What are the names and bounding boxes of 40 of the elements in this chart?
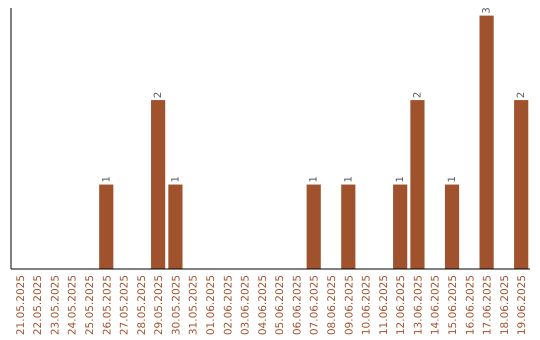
x-tick-label: 09.06.2025 bbox=[343, 275, 356, 336]
data-label: 1 bbox=[170, 176, 182, 183]
data-label: 3 bbox=[482, 7, 493, 14]
x-tick-label: 24.05.2025 bbox=[66, 275, 79, 336]
x-tick-label: 30.05.2025 bbox=[170, 275, 182, 336]
x-tick-label: 05.06.2025 bbox=[274, 275, 286, 336]
x-tick-label: 10.06.2025 bbox=[360, 275, 373, 336]
x-tick-label: 06.06.2025 bbox=[291, 275, 304, 336]
x-tick-label: 28.05.2025 bbox=[136, 275, 148, 336]
x-tick-label: 25.05.2025 bbox=[84, 275, 96, 336]
x-tick-label: 22.05.2025 bbox=[32, 275, 44, 336]
x-tick-label: 27.05.2025 bbox=[118, 275, 131, 336]
x-tick-label: 04.06.2025 bbox=[256, 275, 269, 336]
x-tick-label: 13.06.2025 bbox=[412, 275, 424, 336]
x-tick-label: 08.06.2025 bbox=[326, 275, 338, 336]
x-tick-label: 29.05.2025 bbox=[153, 275, 166, 336]
data-label: 2 bbox=[153, 92, 164, 98]
data-label: 1 bbox=[308, 176, 320, 183]
data-label: 2 bbox=[516, 92, 528, 98]
x-tick-label: 12.06.2025 bbox=[395, 275, 408, 336]
x-tick-label: 31.05.2025 bbox=[188, 275, 200, 336]
x-tick-label: 23.05.2025 bbox=[49, 275, 62, 336]
data-label: 2 bbox=[412, 92, 424, 98]
x-tick-label: 03.06.2025 bbox=[240, 275, 252, 336]
x-tick-label: 14.06.2025 bbox=[430, 275, 442, 336]
x-tick-label: 11.06.2025 bbox=[378, 275, 390, 336]
data-label: 1 bbox=[101, 176, 112, 183]
x-tick-label: 19.06.2025 bbox=[516, 275, 528, 336]
data-label: 1 bbox=[447, 176, 458, 183]
data-label: 1 bbox=[395, 176, 406, 183]
x-tick-label: 18.06.2025 bbox=[498, 275, 511, 336]
x-tick-label: 26.05.2025 bbox=[101, 275, 114, 336]
x-tick-label: 07.06.2025 bbox=[308, 275, 321, 336]
x-tick-label: 15.06.2025 bbox=[447, 275, 460, 336]
x-tick-label: 17.06.2025 bbox=[482, 275, 494, 336]
data-label: 1 bbox=[343, 176, 354, 183]
x-tick-label: 01.06.2025 bbox=[204, 275, 217, 336]
x-tick-label: 16.06.2025 bbox=[464, 275, 476, 336]
x-tick-label: 02.06.2025 bbox=[222, 275, 234, 336]
x-tick-label: 21.05.2025 bbox=[14, 275, 27, 336]
